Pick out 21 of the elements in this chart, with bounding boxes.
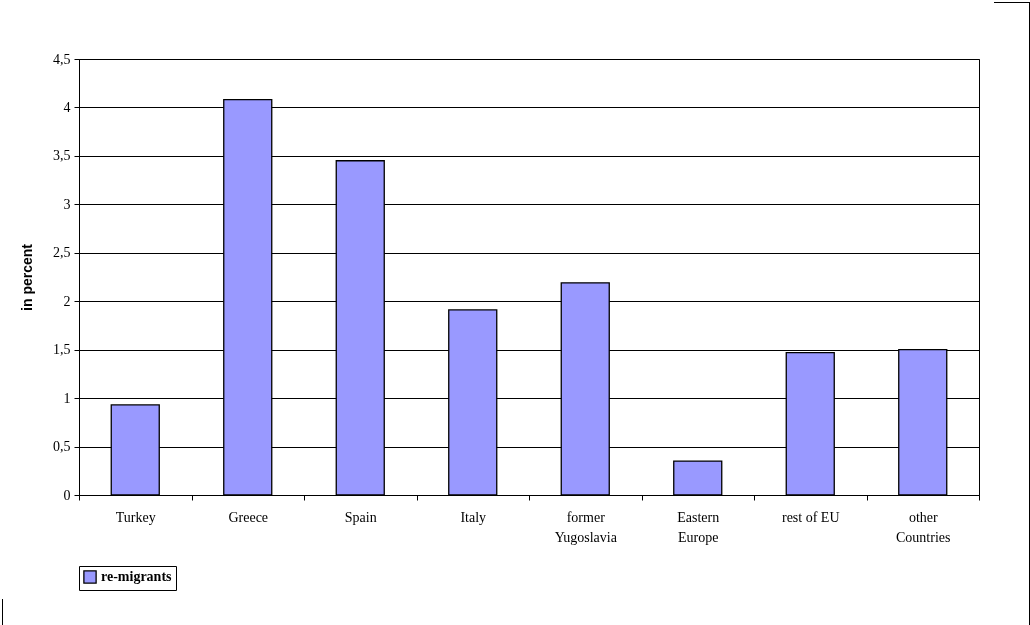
x-tick-label: Greece (228, 509, 269, 525)
y-tick-label: 2 (63, 293, 71, 309)
bar (673, 460, 723, 496)
y-tick-label: 0,5 (53, 439, 71, 455)
y-axis-title: in percent (19, 243, 35, 311)
x-tick-label: former Yugoslavia (554, 509, 618, 545)
y-tick-label: 1,5 (53, 342, 71, 358)
y-tick-label: 3 (63, 196, 71, 212)
x-tick-label: Spain (344, 509, 377, 525)
x-tick-label: Eastern Europe (677, 509, 720, 545)
x-tick-label: Italy (460, 509, 487, 525)
x-tick-label: other Countries (896, 509, 951, 545)
y-tick-label: 2,5 (53, 245, 71, 261)
x-tick-label: Turkey (115, 509, 156, 525)
y-tick-label: 1 (63, 390, 71, 406)
y-tick-label: 0 (63, 487, 71, 503)
y-tick-label: 3,5 (53, 148, 71, 164)
y-tick-label: 4 (63, 99, 71, 115)
x-tick-label: rest of EU (781, 509, 840, 525)
y-tick-label: 4,5 (53, 51, 71, 67)
legend-label: re-migrants (101, 569, 173, 584)
